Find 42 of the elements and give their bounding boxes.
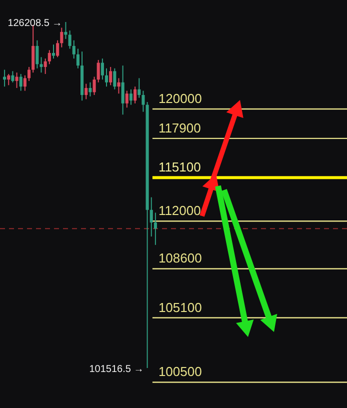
candlestick — [15, 72, 18, 88]
candlestick — [76, 48, 80, 69]
candlestick — [104, 68, 108, 88]
candlestick — [138, 78, 141, 98]
candlestick — [40, 56, 43, 74]
candlestick — [7, 73, 10, 86]
ref-line-label: 112000 — [158, 203, 201, 218]
candlestick — [48, 50, 51, 65]
candlestick — [64, 22, 68, 40]
candlestick — [142, 90, 145, 112]
candlestick — [109, 66, 112, 86]
candlestick — [117, 78, 120, 94]
candlestick — [44, 58, 47, 74]
candlestick — [113, 68, 116, 90]
candlestick — [19, 73, 22, 92]
candlestick — [36, 40, 39, 69]
candlestick — [154, 212, 157, 246]
candlestick — [96, 59, 100, 83]
ref-line-label: 105100 — [158, 300, 202, 315]
candlestick — [84, 83, 88, 100]
candlestick — [56, 40, 60, 58]
candlestick — [134, 86, 137, 104]
candlestick — [92, 76, 96, 96]
candlestick — [88, 82, 92, 97]
candlestick — [125, 90, 128, 108]
ref-line-label: 117900 — [158, 120, 201, 136]
candlestick — [27, 66, 31, 82]
candlestick — [11, 70, 14, 83]
candlestick — [100, 58, 104, 80]
candlestick — [150, 196, 153, 238]
candlestick — [60, 27, 64, 48]
candlestick — [121, 65, 124, 116]
candlestick — [72, 40, 76, 60]
annotation: 126208.5 → — [8, 18, 62, 29]
candlestick — [129, 88, 133, 106]
candlestick — [23, 74, 26, 92]
ref-line-label: 108600 — [158, 250, 202, 266]
annotation: 101516.5 → — [89, 364, 144, 375]
candlestick — [68, 30, 72, 50]
ref-line-label: 120000 — [158, 90, 202, 106]
ref-line-label: 100500 — [158, 364, 202, 380]
ref-line-label: 115100 — [158, 160, 201, 175]
